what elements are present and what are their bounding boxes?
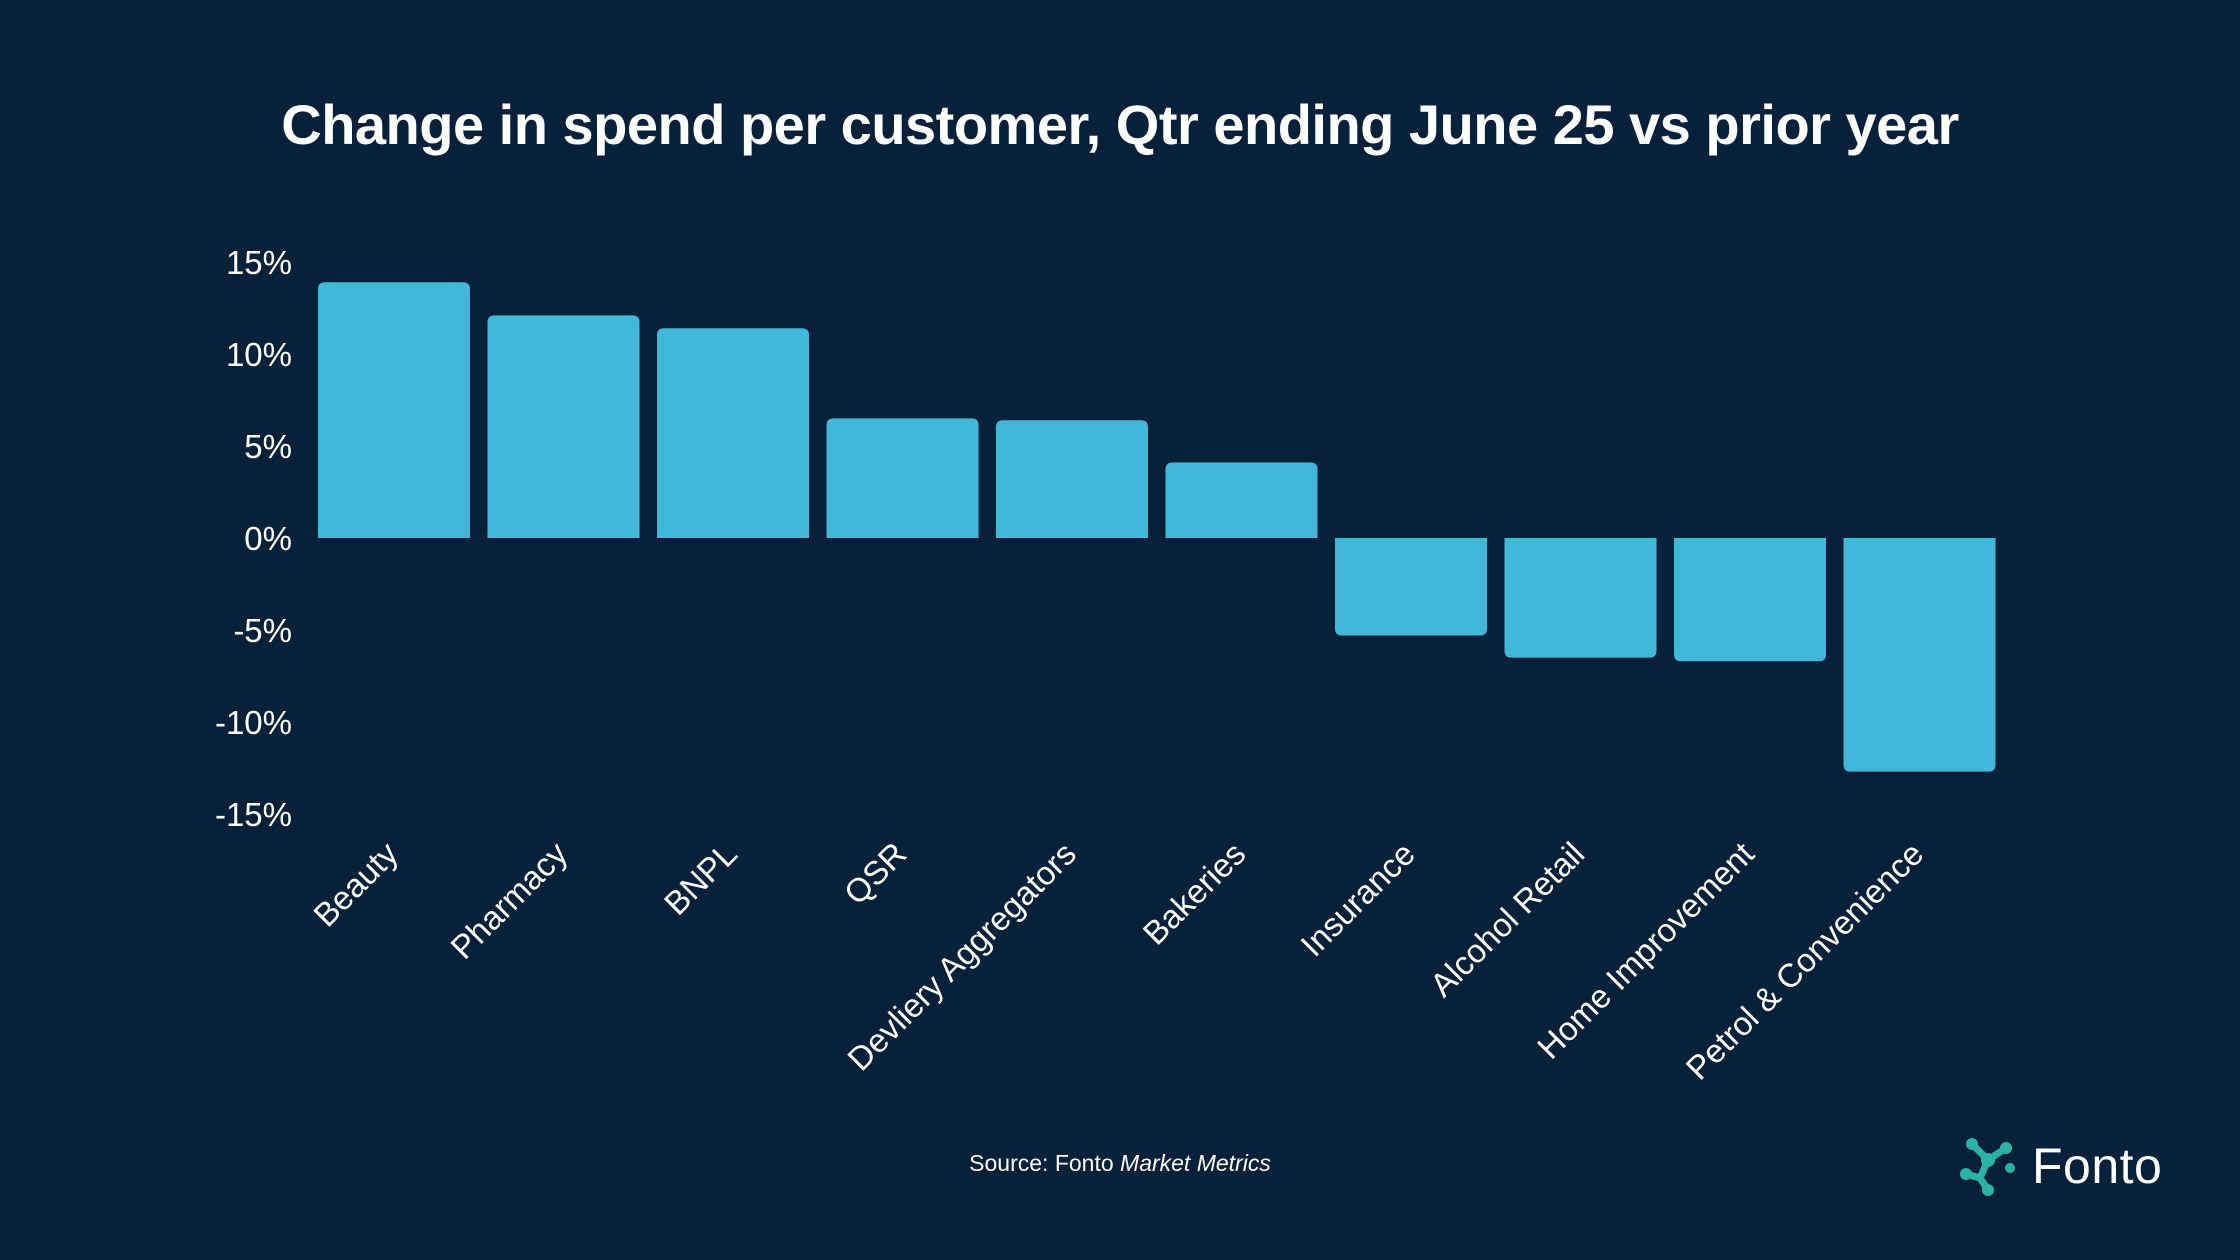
y-tick-label: 0% bbox=[244, 520, 292, 557]
y-tick-label: -15% bbox=[215, 796, 292, 833]
x-category-label: Insurance bbox=[1293, 835, 1422, 964]
y-tick-label: -10% bbox=[215, 704, 292, 741]
bars bbox=[318, 282, 1996, 772]
bar bbox=[996, 420, 1148, 538]
source-note: Source: Fonto Market Metrics bbox=[0, 1150, 2240, 1177]
bar bbox=[1165, 462, 1318, 538]
source-italic: Market Metrics bbox=[1120, 1150, 1271, 1176]
x-category-label: Beauty bbox=[306, 834, 405, 933]
x-category-label: QSR bbox=[837, 835, 914, 912]
bar-chart: 15% 10% 5% 0% -5% -10% -15% Beauty Pharmacy BNPL… bbox=[215, 244, 1996, 1087]
y-tick-label: -5% bbox=[233, 612, 292, 649]
y-tick-label: 10% bbox=[226, 336, 292, 373]
y-axis: 15% 10% 5% 0% -5% -10% -15% bbox=[215, 244, 292, 833]
x-category-label: Alcohol Retail bbox=[1423, 835, 1592, 1004]
x-category-label: Bakeries bbox=[1136, 835, 1253, 952]
y-tick-label: 15% bbox=[226, 244, 292, 281]
bar bbox=[1674, 538, 1826, 662]
bar bbox=[1335, 538, 1487, 636]
x-category-label: BNPL bbox=[657, 835, 744, 922]
bar bbox=[1843, 538, 1996, 772]
bar bbox=[1504, 538, 1657, 658]
fonto-molecule-icon bbox=[1960, 1138, 2015, 1196]
source-prefix: Source: Fonto bbox=[969, 1150, 1121, 1176]
x-category-label: Pharmacy bbox=[443, 834, 575, 966]
bar bbox=[657, 328, 809, 538]
bar bbox=[318, 282, 470, 538]
chart-title: Change in spend per customer, Qtr ending… bbox=[281, 93, 1959, 156]
bar bbox=[826, 418, 979, 538]
brand-logo: Fonto bbox=[1958, 1130, 2162, 1202]
brand-name: Fonto bbox=[2032, 1138, 2163, 1194]
bar bbox=[487, 315, 640, 538]
y-tick-label: 5% bbox=[244, 428, 292, 465]
